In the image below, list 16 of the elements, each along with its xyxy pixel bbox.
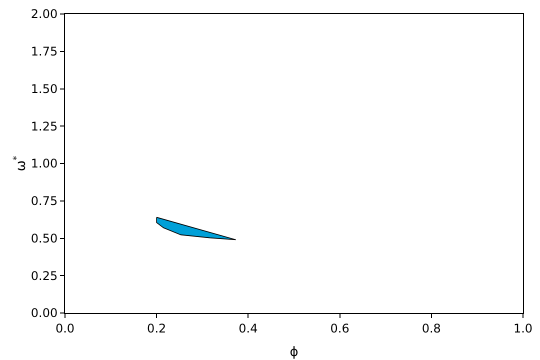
y-tick-label: 1.50 [30,82,58,96]
x-tick-label: 1.0 [513,321,533,336]
x-tick-label: 0.2 [147,321,166,336]
y-tick-label: 0.75 [30,194,58,208]
x-tick-label: 0.6 [330,321,350,336]
x-tick-label: 0.0 [55,321,75,336]
x-tick-label: 0.4 [238,321,258,336]
y-tick-label: 0.00 [30,306,58,320]
y-tick-label: 0.25 [30,268,58,283]
y-tick-label: 2.00 [30,7,58,22]
x-tick-label: 0.8 [422,321,441,336]
y-tick-label: 1.25 [30,119,58,134]
y-tick-label: 1.00 [30,156,58,171]
y-tick-label: 0.50 [30,231,58,246]
y-tick-label: 1.75 [30,44,58,59]
x-axis-title: ϕ [290,345,298,360]
